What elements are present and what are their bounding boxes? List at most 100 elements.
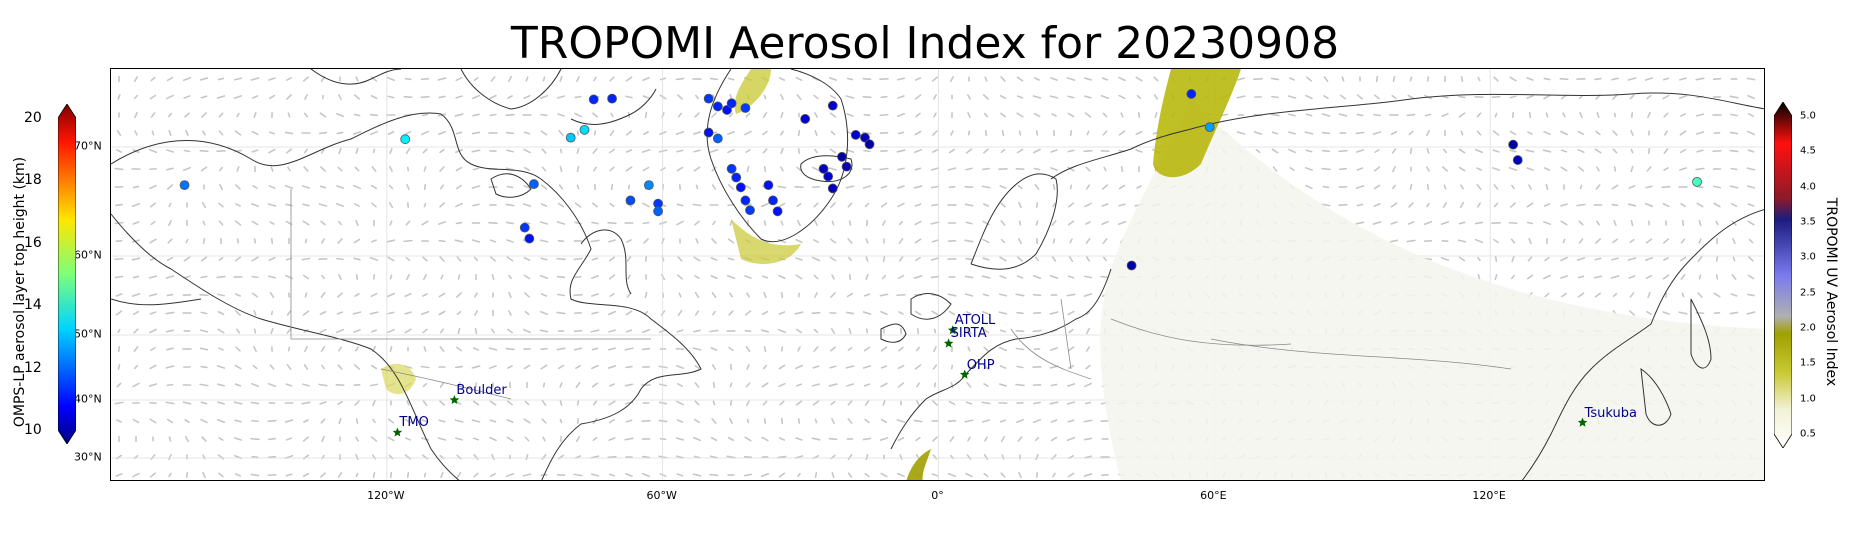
aerosol-index-colorbar-tick: 2.0 — [1800, 322, 1816, 334]
omps-lp-point — [179, 180, 190, 191]
height-colorbar-tick: 16 — [24, 234, 42, 251]
omps-lp-point — [519, 222, 530, 233]
aerosol-index-colorbar-tick: 4.5 — [1800, 145, 1816, 157]
country-borders — [290, 189, 1512, 400]
aerosol-index-field — [381, 69, 1764, 480]
omps-lp-point — [524, 233, 535, 244]
height-colorbar-tick: 12 — [24, 359, 42, 376]
omps-lp-point — [837, 151, 847, 162]
omps-lp-point — [1204, 122, 1215, 133]
lon-tick-label: 120°W — [367, 489, 405, 502]
coastline-segment — [310, 69, 402, 85]
omps-lp-point — [726, 98, 737, 109]
aerosol-plume-greenland — [734, 69, 771, 114]
omps-lp-point — [579, 124, 590, 135]
omps-lp-point — [607, 93, 617, 104]
coastline-segment — [1521, 209, 1764, 480]
omps-lp-point — [1508, 139, 1519, 150]
omps-lp-point — [763, 180, 774, 191]
ground-sites — [392, 325, 1588, 437]
site-label-tmo: TMO — [399, 415, 429, 431]
map-panel — [110, 68, 1765, 481]
aerosol-plume-sahara — [906, 449, 931, 480]
omps-lp-point — [653, 206, 663, 217]
coastlines — [111, 69, 1764, 480]
aerosol-index-colorbar-tick: 5.0 — [1800, 110, 1816, 122]
omps-lp-point — [740, 103, 751, 113]
omps-lp-point — [1692, 176, 1702, 187]
border-segment — [1010, 328, 1092, 380]
lon-tick-label: 120°E — [1472, 489, 1506, 502]
height-colorbar-tick: 14 — [24, 297, 42, 314]
lat-tick-label: 60°N — [74, 248, 102, 262]
aerosol-index-colorbar-tick: 1.5 — [1800, 357, 1816, 369]
omps-lp-point — [726, 163, 737, 174]
border-segment — [1210, 338, 1512, 370]
coastline-segment — [570, 88, 657, 125]
site-label-tsukuba: Tsukuba — [1584, 405, 1637, 421]
coastline-segment — [880, 323, 907, 343]
lat-tick-label: 50°N — [74, 327, 102, 341]
map-title: TROPOMI Aerosol Index for 20230908 — [510, 18, 1340, 69]
aerosol-index-colorbar-tick: 4.0 — [1800, 181, 1816, 193]
coastline-segment — [1050, 128, 1192, 180]
omps-lp-point — [827, 100, 838, 111]
coastline-segment — [111, 213, 262, 320]
coastline-segment — [580, 229, 632, 295]
lon-tick-label: 0° — [931, 489, 944, 502]
omps-lp-point — [745, 205, 755, 216]
site-label-sirta: SIRTA — [950, 326, 987, 342]
omps-lp-point — [827, 183, 838, 194]
coastline-segment — [490, 173, 532, 198]
aerosol-index-colorbar-tick: 0.5 — [1800, 428, 1816, 440]
omps-lp-point — [841, 161, 852, 172]
omps-lp-point — [400, 134, 411, 145]
coastline-segment — [890, 268, 1112, 450]
omps-lp-point — [703, 93, 714, 104]
omps-lp-point — [740, 195, 751, 206]
aerosol-index-colorbar-tick: 2.5 — [1800, 287, 1816, 299]
omps-lp-point — [722, 105, 732, 115]
lon-tick-label: 60°E — [1200, 489, 1227, 502]
aerosol-index-colorbar-tick: 3.0 — [1800, 251, 1816, 263]
dust-haze — [1100, 99, 1764, 480]
lat-tick-label: 40°N — [74, 392, 102, 406]
coastline-segment — [260, 318, 460, 480]
omps-lp-point — [643, 180, 654, 191]
coastline-segment — [1640, 367, 1672, 426]
aerosol-index-colorbar-tick: 1.0 — [1800, 393, 1816, 405]
lat-tick-label: 30°N — [74, 450, 102, 464]
omps-lp-point — [850, 130, 861, 140]
omps-lp-point — [772, 206, 783, 217]
border-segment — [1060, 298, 1072, 370]
height-colorbar — [58, 104, 76, 444]
omps-lp-point — [731, 172, 742, 183]
coastline-segment — [111, 298, 202, 306]
omps-lp-point — [703, 127, 714, 138]
aerosol-index-colorbar-tick: 3.5 — [1800, 216, 1816, 228]
omps-lp-point — [818, 163, 829, 174]
coastline-segment — [910, 293, 952, 320]
omps-lp-point — [529, 179, 539, 189]
border-segment — [1110, 318, 1292, 346]
height-colorbar-label: OMPS-LP aerosol layer top height (km) — [12, 156, 28, 428]
site-star-marker — [449, 395, 460, 404]
omps-lp-point — [1186, 89, 1197, 99]
coastline-segment — [706, 69, 848, 243]
omps-lp-point — [800, 114, 811, 124]
omps-lp-point — [823, 171, 834, 182]
lat-tick-label: 70°N — [74, 139, 102, 153]
map-canvas — [111, 69, 1764, 480]
omps-lp-point — [864, 139, 875, 150]
omps-lp-points — [179, 89, 1702, 271]
omps-lp-point — [1512, 155, 1523, 165]
coastline-segment — [800, 155, 853, 183]
omps-lp-point — [625, 195, 636, 206]
aerosol-index-colorbar — [1774, 102, 1792, 448]
coastline-segment — [1190, 92, 1764, 130]
site-star-marker — [943, 338, 954, 348]
omps-lp-point — [588, 94, 599, 105]
aerosol-plume-siberia — [1153, 69, 1241, 178]
site-label-ohp: OHP — [966, 357, 995, 373]
aerosol-index-colorbar-label: TROPOMI UV Aerosol Index — [1823, 197, 1839, 387]
